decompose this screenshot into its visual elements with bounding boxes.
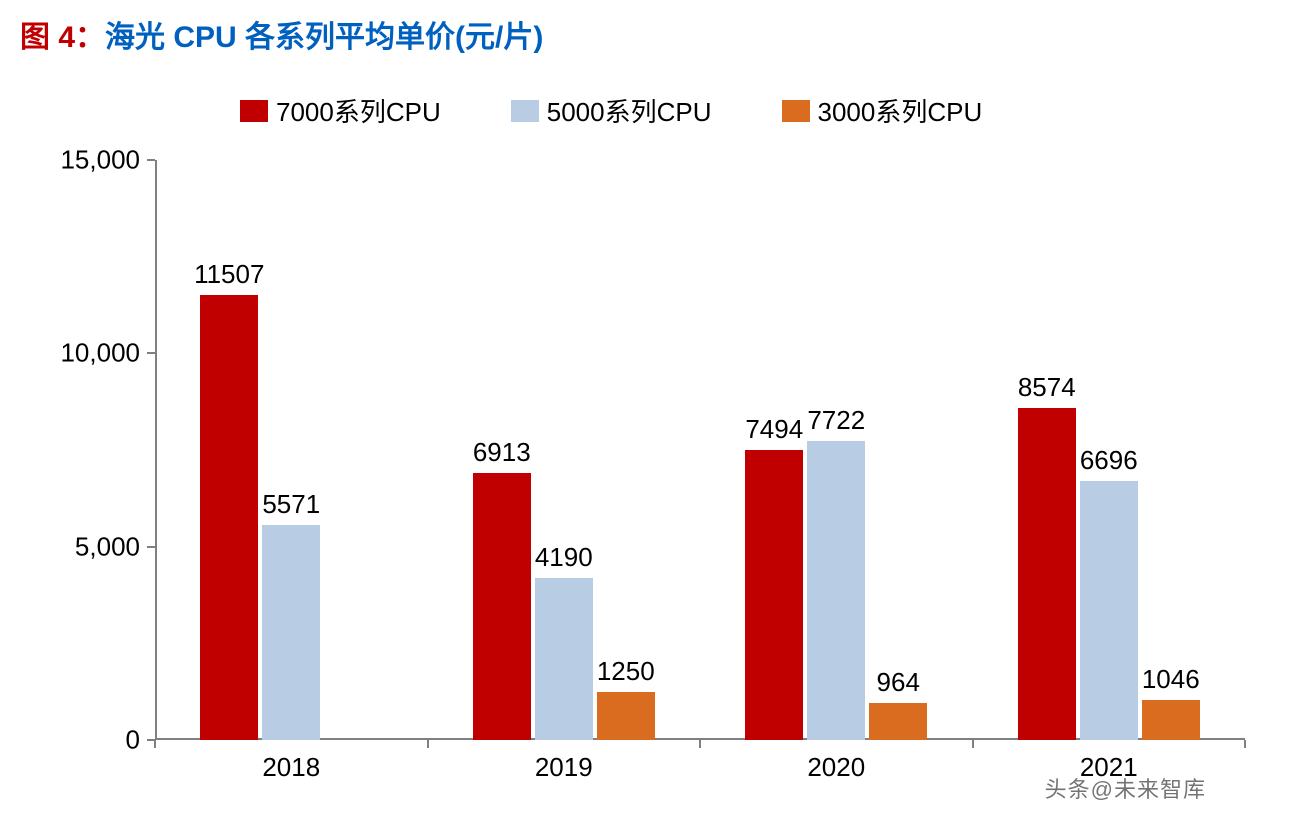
bar-value-label: 7494 [745,414,803,445]
bar [745,450,803,740]
bar [869,703,927,740]
bar-value-label: 4190 [535,542,593,573]
x-tick-mark [699,740,701,748]
y-tick-label: 10,000 [25,338,140,369]
legend-swatch [240,100,268,122]
bar-value-label: 1250 [597,656,655,687]
legend-label: 3000系列CPU [818,92,983,129]
bar-value-label: 5571 [262,489,320,520]
bar [535,578,593,740]
bar [473,473,531,740]
legend: 7000系列CPU 5000系列CPU 3000系列CPU [240,92,982,129]
bar [807,441,865,740]
legend-swatch [511,100,539,122]
bar-value-label: 6696 [1080,445,1138,476]
x-tick-mark [972,740,974,748]
bar [1018,408,1076,740]
y-tick-label: 15,000 [25,145,140,176]
bar [262,525,320,740]
legend-item: 5000系列CPU [511,92,712,129]
x-tick-label: 2018 [262,752,320,783]
bar [1080,481,1138,740]
x-tick-mark [427,740,429,748]
legend-item: 3000系列CPU [782,92,983,129]
x-tick-mark [1244,740,1246,748]
bar-value-label: 8574 [1018,372,1076,403]
bar-value-label: 6913 [473,437,531,468]
bar-value-label: 964 [877,667,920,698]
y-tick-label: 5,000 [25,531,140,562]
y-tick-mark [147,546,155,548]
legend-item: 7000系列CPU [240,92,441,129]
bar-value-label: 1046 [1142,664,1200,695]
bar [597,692,655,740]
bar-value-label: 11507 [194,259,264,290]
legend-label: 7000系列CPU [276,92,441,129]
chart-plot-area: 05,00010,00015,0002018115075571201969134… [155,160,1245,740]
y-tick-mark [147,352,155,354]
chart-title: 图 4：海光 CPU 各系列平均单价(元/片) [20,12,543,56]
bar [1142,700,1200,740]
bar-value-label: 7722 [807,405,865,436]
legend-label: 5000系列CPU [547,92,712,129]
x-tick-label: 2019 [535,752,593,783]
title-text: 海光 CPU 各系列平均单价(元/片) [105,21,543,54]
title-prefix: 图 4： [20,21,105,54]
x-tick-label: 2020 [807,752,865,783]
y-tick-label: 0 [25,725,140,756]
watermark: 头条@未来智库 [1045,772,1206,804]
y-axis-line [155,160,157,740]
bar [200,295,258,740]
legend-swatch [782,100,810,122]
x-tick-mark [154,740,156,748]
y-tick-mark [147,159,155,161]
